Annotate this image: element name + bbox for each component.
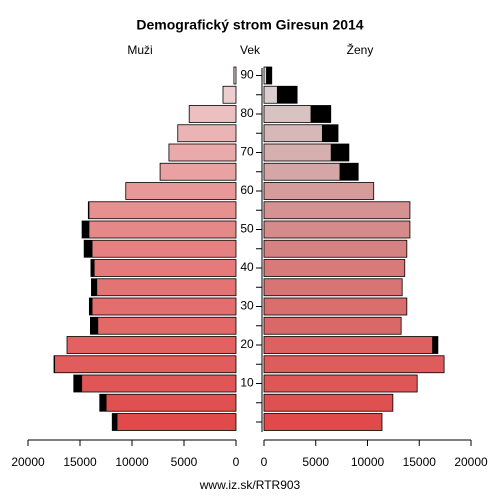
y-tick-label: 30 (240, 299, 254, 313)
bar (90, 316, 237, 335)
bar (87, 201, 237, 220)
excess-bar (321, 124, 339, 142)
bar (263, 413, 383, 431)
excess-bar (91, 278, 98, 296)
bar (159, 162, 237, 181)
excess-bar (54, 355, 56, 373)
bar (263, 316, 402, 335)
bar (263, 297, 408, 316)
excess-bar (90, 317, 99, 335)
excess-bar (112, 413, 118, 431)
x-tick-label: 5000 (171, 455, 198, 469)
y-tick-label: 50 (240, 222, 254, 236)
bar (263, 355, 445, 374)
bar (91, 278, 237, 297)
bar (263, 201, 411, 220)
x-tick-label: 0 (261, 455, 268, 469)
center-label: Vek (240, 43, 261, 57)
excess-bar (266, 67, 272, 84)
right-label: Ženy (347, 42, 374, 57)
bar (188, 105, 237, 123)
y-tick-label: 60 (240, 183, 254, 197)
excess-bar (89, 298, 93, 315)
bar (263, 393, 394, 412)
excess-bar (276, 86, 298, 104)
excess-bar (82, 221, 90, 238)
y-tick-label: 40 (240, 260, 254, 274)
y-tick-label: 80 (240, 106, 254, 120)
x-tick-label: 20000 (11, 455, 45, 469)
x-tick-label: 15000 (403, 455, 437, 469)
bar (111, 413, 237, 431)
bar (81, 220, 237, 239)
chart-title: Demografický strom Giresun 2014 (136, 17, 363, 33)
excess-bar (330, 144, 349, 161)
x-tick-label: 5000 (302, 455, 329, 469)
excess-bar (432, 336, 438, 354)
excess-bar (339, 163, 359, 181)
x-tick-label: 15000 (63, 455, 97, 469)
y-tick-label: 10 (240, 376, 254, 390)
bar (88, 297, 237, 316)
bar (222, 85, 237, 104)
x-tick-label: 20000 (454, 455, 488, 469)
bar (263, 336, 439, 354)
bar (233, 66, 237, 85)
bar (125, 182, 237, 200)
bar (73, 374, 237, 393)
bar (263, 374, 418, 393)
y-tick-label: 70 (240, 145, 254, 159)
bar (53, 355, 237, 374)
bar (66, 336, 237, 354)
x-tick-label: 10000 (351, 455, 385, 469)
bar (263, 278, 403, 297)
footer: www.iz.sk/RTR903 (199, 478, 301, 492)
y-tick-label: 90 (240, 68, 254, 82)
x-tick-label: 0 (233, 455, 240, 469)
left-label: Muži (127, 43, 152, 57)
excess-bar (73, 375, 83, 392)
excess-bar (88, 201, 90, 219)
excess-bar (84, 240, 93, 258)
bar (177, 124, 237, 143)
excess-bar (310, 105, 331, 123)
excess-bar (90, 259, 95, 277)
excess-bar (99, 394, 107, 412)
bar (168, 143, 237, 162)
y-tick-label: 20 (240, 337, 254, 351)
bar (263, 220, 411, 239)
bar (263, 259, 406, 277)
bar (90, 259, 237, 277)
bar (83, 239, 237, 258)
bar (263, 182, 375, 200)
bar (263, 239, 408, 258)
bar (99, 393, 237, 412)
x-tick-label: 10000 (115, 455, 149, 469)
